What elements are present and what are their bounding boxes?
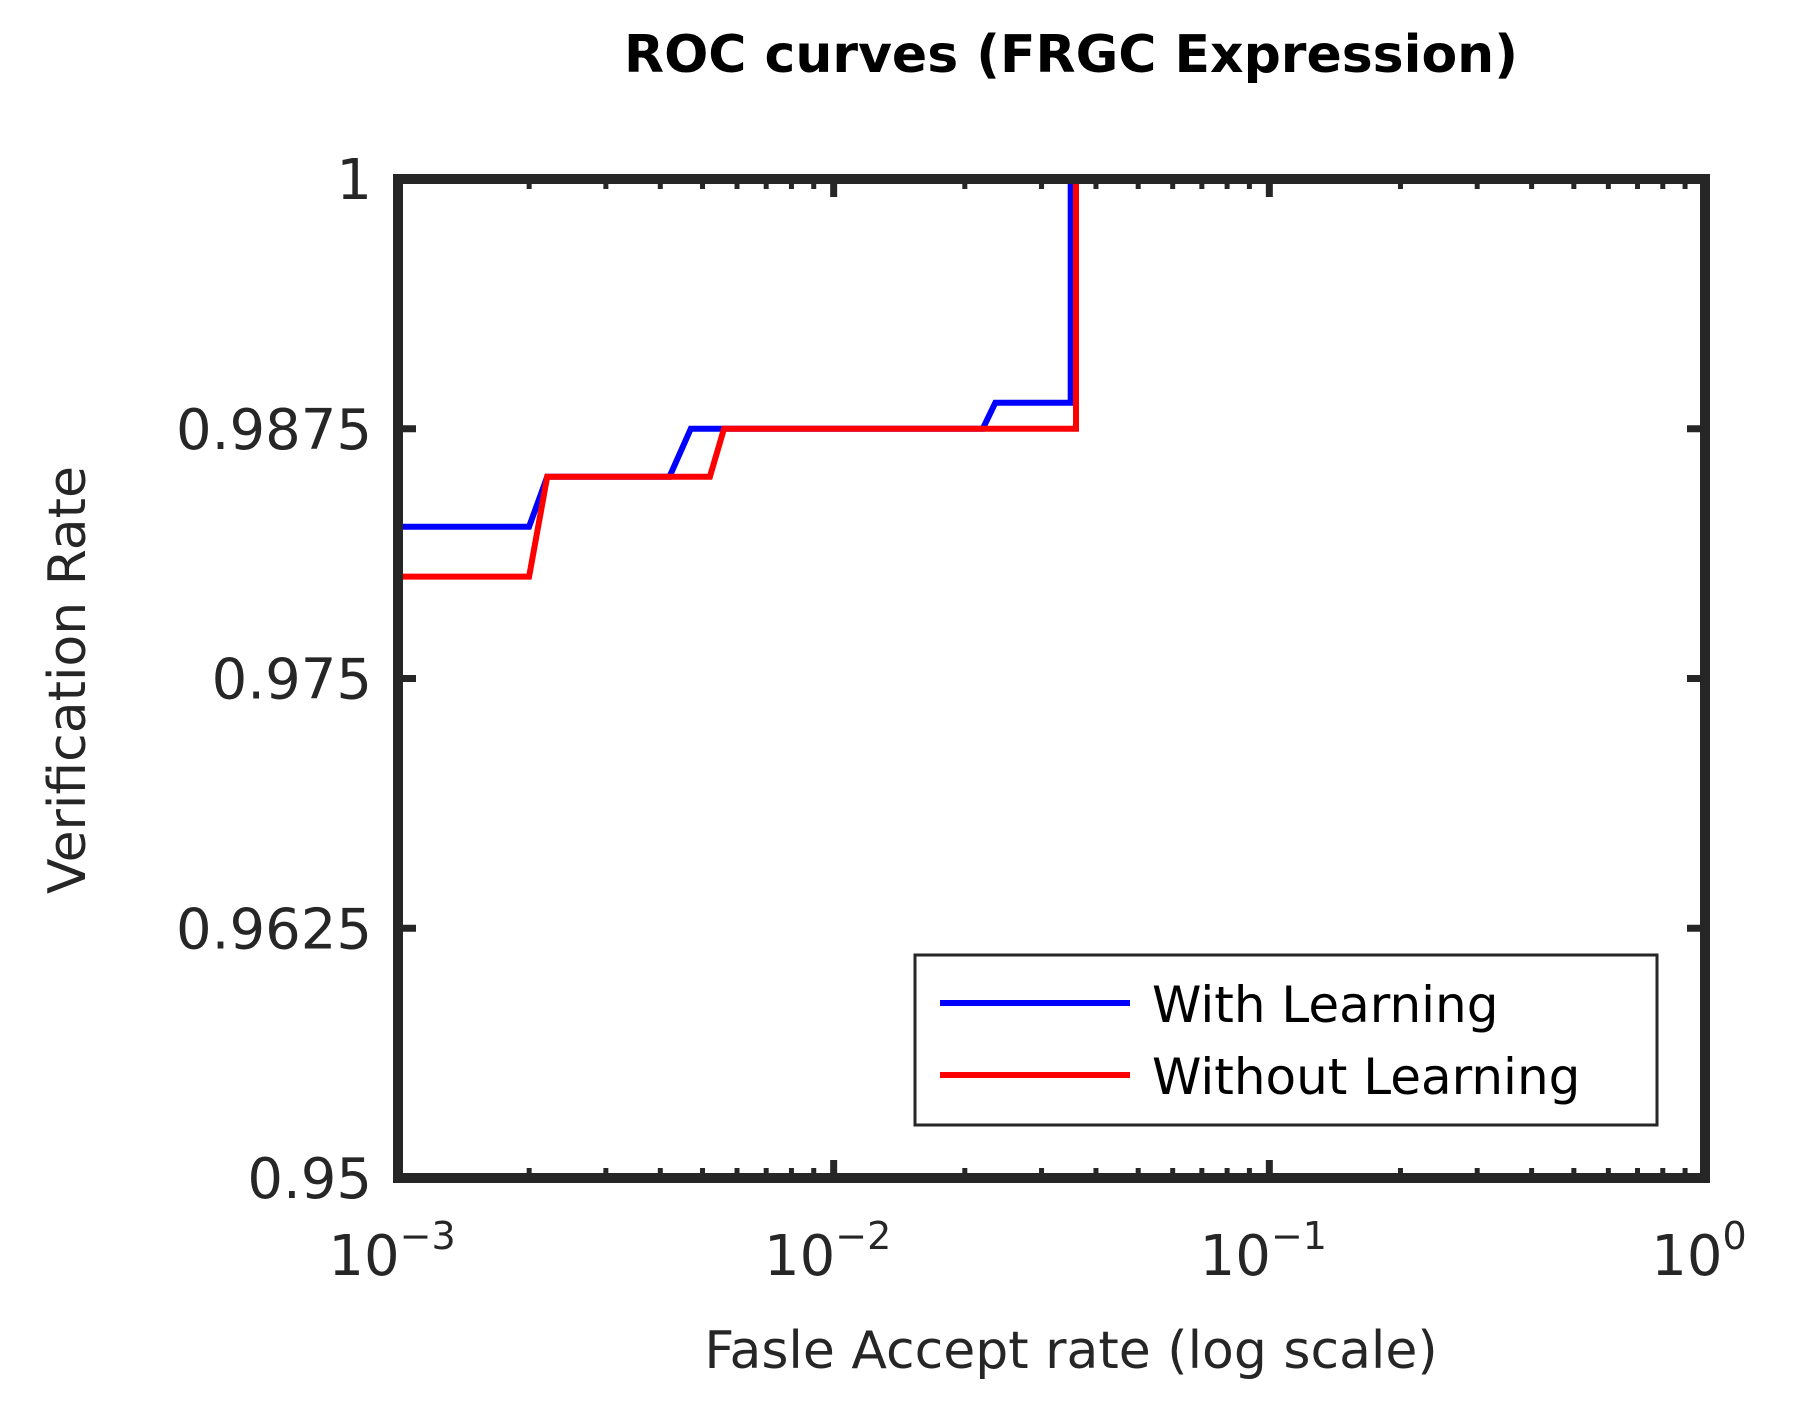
plot-frame [393, 174, 1710, 1183]
legend: With Learning Without Learning [913, 953, 1659, 1127]
x-tick-label-base: 10 [328, 1224, 399, 1289]
y-tick-label: 0.9625 [176, 897, 372, 962]
x-tick-label: 10−2 [764, 1214, 891, 1289]
y-tick-label: 1 [336, 148, 372, 213]
x-axis-label: Fasle Accept rate (log scale) [704, 1321, 1437, 1381]
x-tick-label-exponent: −2 [835, 1214, 891, 1258]
y-axis-label: Verification Rate [38, 466, 98, 894]
y-tick-label: 0.95 [247, 1147, 372, 1212]
y-tick-label: 0.9875 [176, 398, 372, 463]
series-line-without-learning [398, 176, 1705, 580]
x-tick-labels: 10−3 10−2 10−1 100 [328, 1214, 1746, 1289]
series-layer [398, 176, 1705, 580]
x-tick-label-base: 10 [764, 1224, 835, 1289]
legend-label-without-learning: Without Learning [1152, 1048, 1580, 1106]
x-tick-label: 10−1 [1200, 1214, 1327, 1289]
x-tick-label-base: 10 [1651, 1224, 1722, 1289]
chart-title: ROC curves (FRGC Expression) [624, 25, 1518, 85]
y-tick-labels: 0.95 0.9625 0.975 0.9875 1 [176, 148, 372, 1212]
legend-box [913, 953, 1659, 1127]
x-tick-label-exponent: −3 [400, 1214, 456, 1258]
x-tick-label-exponent: 0 [1723, 1214, 1747, 1258]
y-tick-label: 0.975 [212, 648, 372, 713]
x-tick-label: 100 [1651, 1214, 1746, 1289]
x-tick-label-base: 10 [1200, 1224, 1271, 1289]
x-tick-label-exponent: −1 [1271, 1214, 1327, 1258]
x-tick-label: 10−3 [328, 1214, 455, 1289]
legend-label-with-learning: With Learning [1152, 976, 1498, 1034]
